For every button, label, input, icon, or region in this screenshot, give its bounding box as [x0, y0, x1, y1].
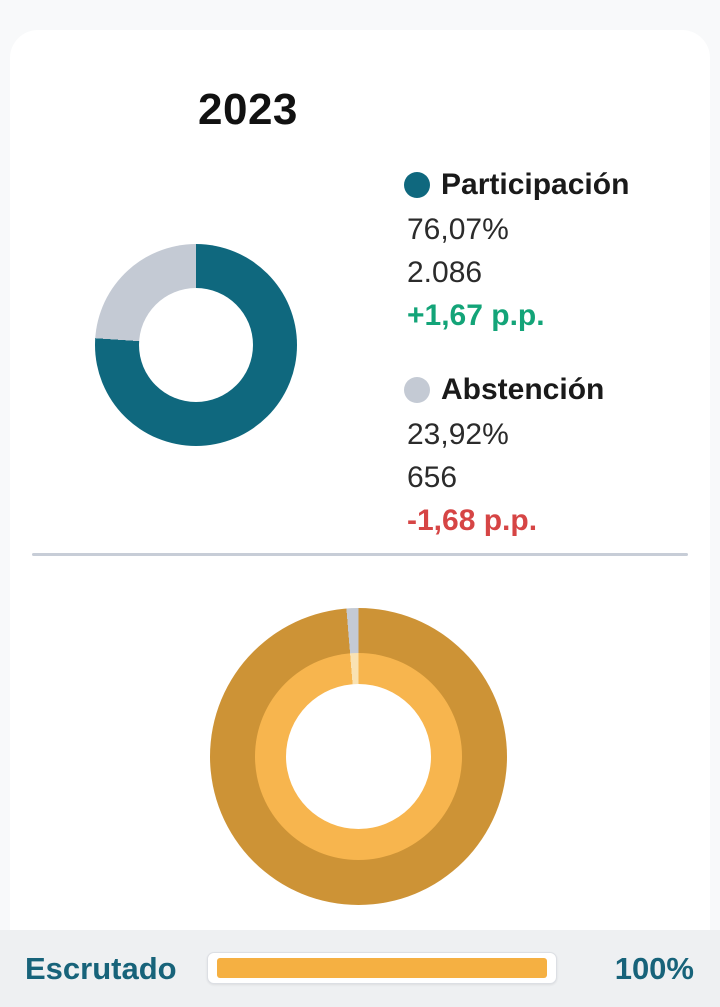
- scrutiny-bar: Escrutado 100%: [0, 930, 720, 1007]
- participation-count: 2.086: [407, 256, 483, 289]
- participation-donut-hole: [139, 288, 253, 402]
- legend-label: Abstención: [441, 373, 605, 406]
- legend-label: Participación: [441, 168, 630, 201]
- legend-header: Participación: [404, 168, 694, 202]
- abstention-diff: -1,68 p.p.: [407, 504, 538, 537]
- results-donut-outer-ring: [210, 608, 507, 905]
- abstention-count: 656: [407, 461, 458, 494]
- scrutiny-progress-track: [207, 952, 557, 984]
- results-donut-hole: [286, 684, 431, 829]
- participation-percent: 76,07%: [407, 213, 509, 246]
- abstention-dot-icon: [404, 377, 430, 403]
- participation-legend: Participación 76,07% 2.086 +1,67 p.p. Ab…: [404, 168, 694, 542]
- year-title: 2023: [198, 85, 298, 134]
- scrutiny-label: Escrutado: [25, 950, 177, 986]
- legend-group-abstention: Abstención 23,92% 656 -1,68 p.p.: [404, 373, 694, 542]
- scrutiny-percent: 100%: [614, 950, 694, 986]
- results-card: 2023 Participación 76,07% 2.086 +1,67 p.…: [10, 30, 710, 930]
- participation-diff: +1,67 p.p.: [407, 299, 545, 332]
- abstention-percent: 23,92%: [407, 418, 509, 451]
- legend-header: Abstención: [404, 373, 694, 407]
- participation-dot-icon: [404, 172, 430, 198]
- section-divider: [32, 553, 688, 556]
- scrutiny-progress-fill: [217, 958, 547, 978]
- legend-group-participation: Participación 76,07% 2.086 +1,67 p.p.: [404, 168, 694, 337]
- participation-donut: [95, 244, 297, 446]
